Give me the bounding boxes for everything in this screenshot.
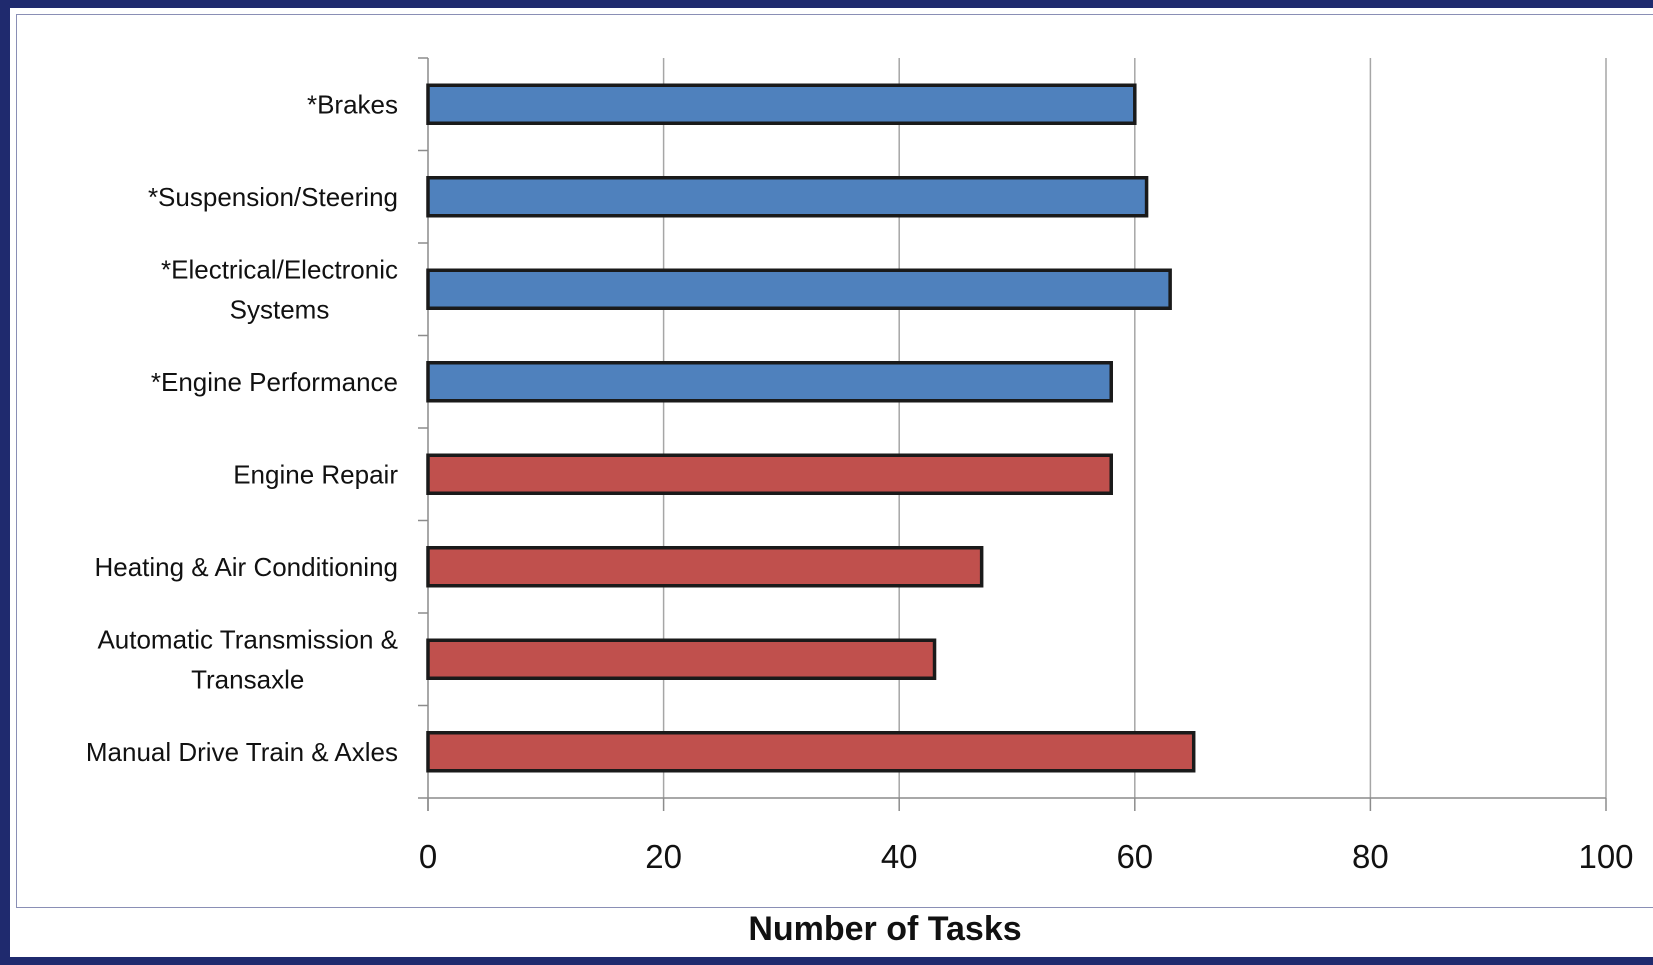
category-label-line: Engine Repair [233, 459, 398, 489]
category-label: *Brakes [307, 89, 398, 119]
gridlines [662, 58, 1607, 798]
chart-inner-border [16, 14, 1653, 908]
x-tick-label: 0 [419, 838, 437, 875]
category-label-line: *Suspension/Steering [148, 182, 398, 212]
bar-2 [426, 176, 1149, 218]
bar-4 [426, 361, 1113, 403]
bar-1 [426, 83, 1137, 125]
category-label-line: *Brakes [307, 89, 398, 119]
category-labels: *Brakes *Suspension/Steering *Electrical/E… [86, 89, 398, 767]
category-label: Manual Drive Train & Axles [86, 737, 398, 767]
category-label: Heating & Air Conditioning [94, 552, 398, 582]
x-tick-label: 80 [1352, 838, 1389, 875]
category-label-line: Automatic Transmission & [97, 624, 398, 654]
category-label: *Electrical/Electronic Systems [161, 254, 398, 324]
x-tick-label: 40 [881, 838, 918, 875]
bar-3 [426, 268, 1172, 310]
bars [426, 83, 1196, 773]
bar-7 [426, 638, 937, 680]
category-label-line: Heating & Air Conditioning [94, 552, 398, 582]
category-label: *Suspension/Steering [148, 182, 398, 212]
axes [418, 57, 1607, 811]
category-label: Automatic Transmission & Transaxle [97, 624, 398, 694]
category-label: *Engine Performance [151, 367, 398, 397]
category-label-line: Transaxle [191, 664, 304, 694]
bar-6 [426, 546, 984, 588]
category-label-line: Systems [230, 294, 330, 324]
category-label: Engine Repair [233, 459, 398, 489]
x-axis-title: Number of Tasks [748, 910, 1021, 948]
category-label-line: Manual Drive Train & Axles [86, 737, 398, 767]
x-tick-label: 100 [1578, 838, 1633, 875]
bar-5 [426, 453, 1113, 495]
bar-8 [426, 731, 1196, 773]
x-tick-label: 20 [645, 838, 682, 875]
category-label-line: *Engine Performance [151, 367, 398, 397]
x-tick-label: 60 [1116, 838, 1153, 875]
category-label-line: *Electrical/Electronic [161, 254, 398, 284]
x-tick-labels: 0 20 40 60 80 100 [419, 838, 1634, 875]
